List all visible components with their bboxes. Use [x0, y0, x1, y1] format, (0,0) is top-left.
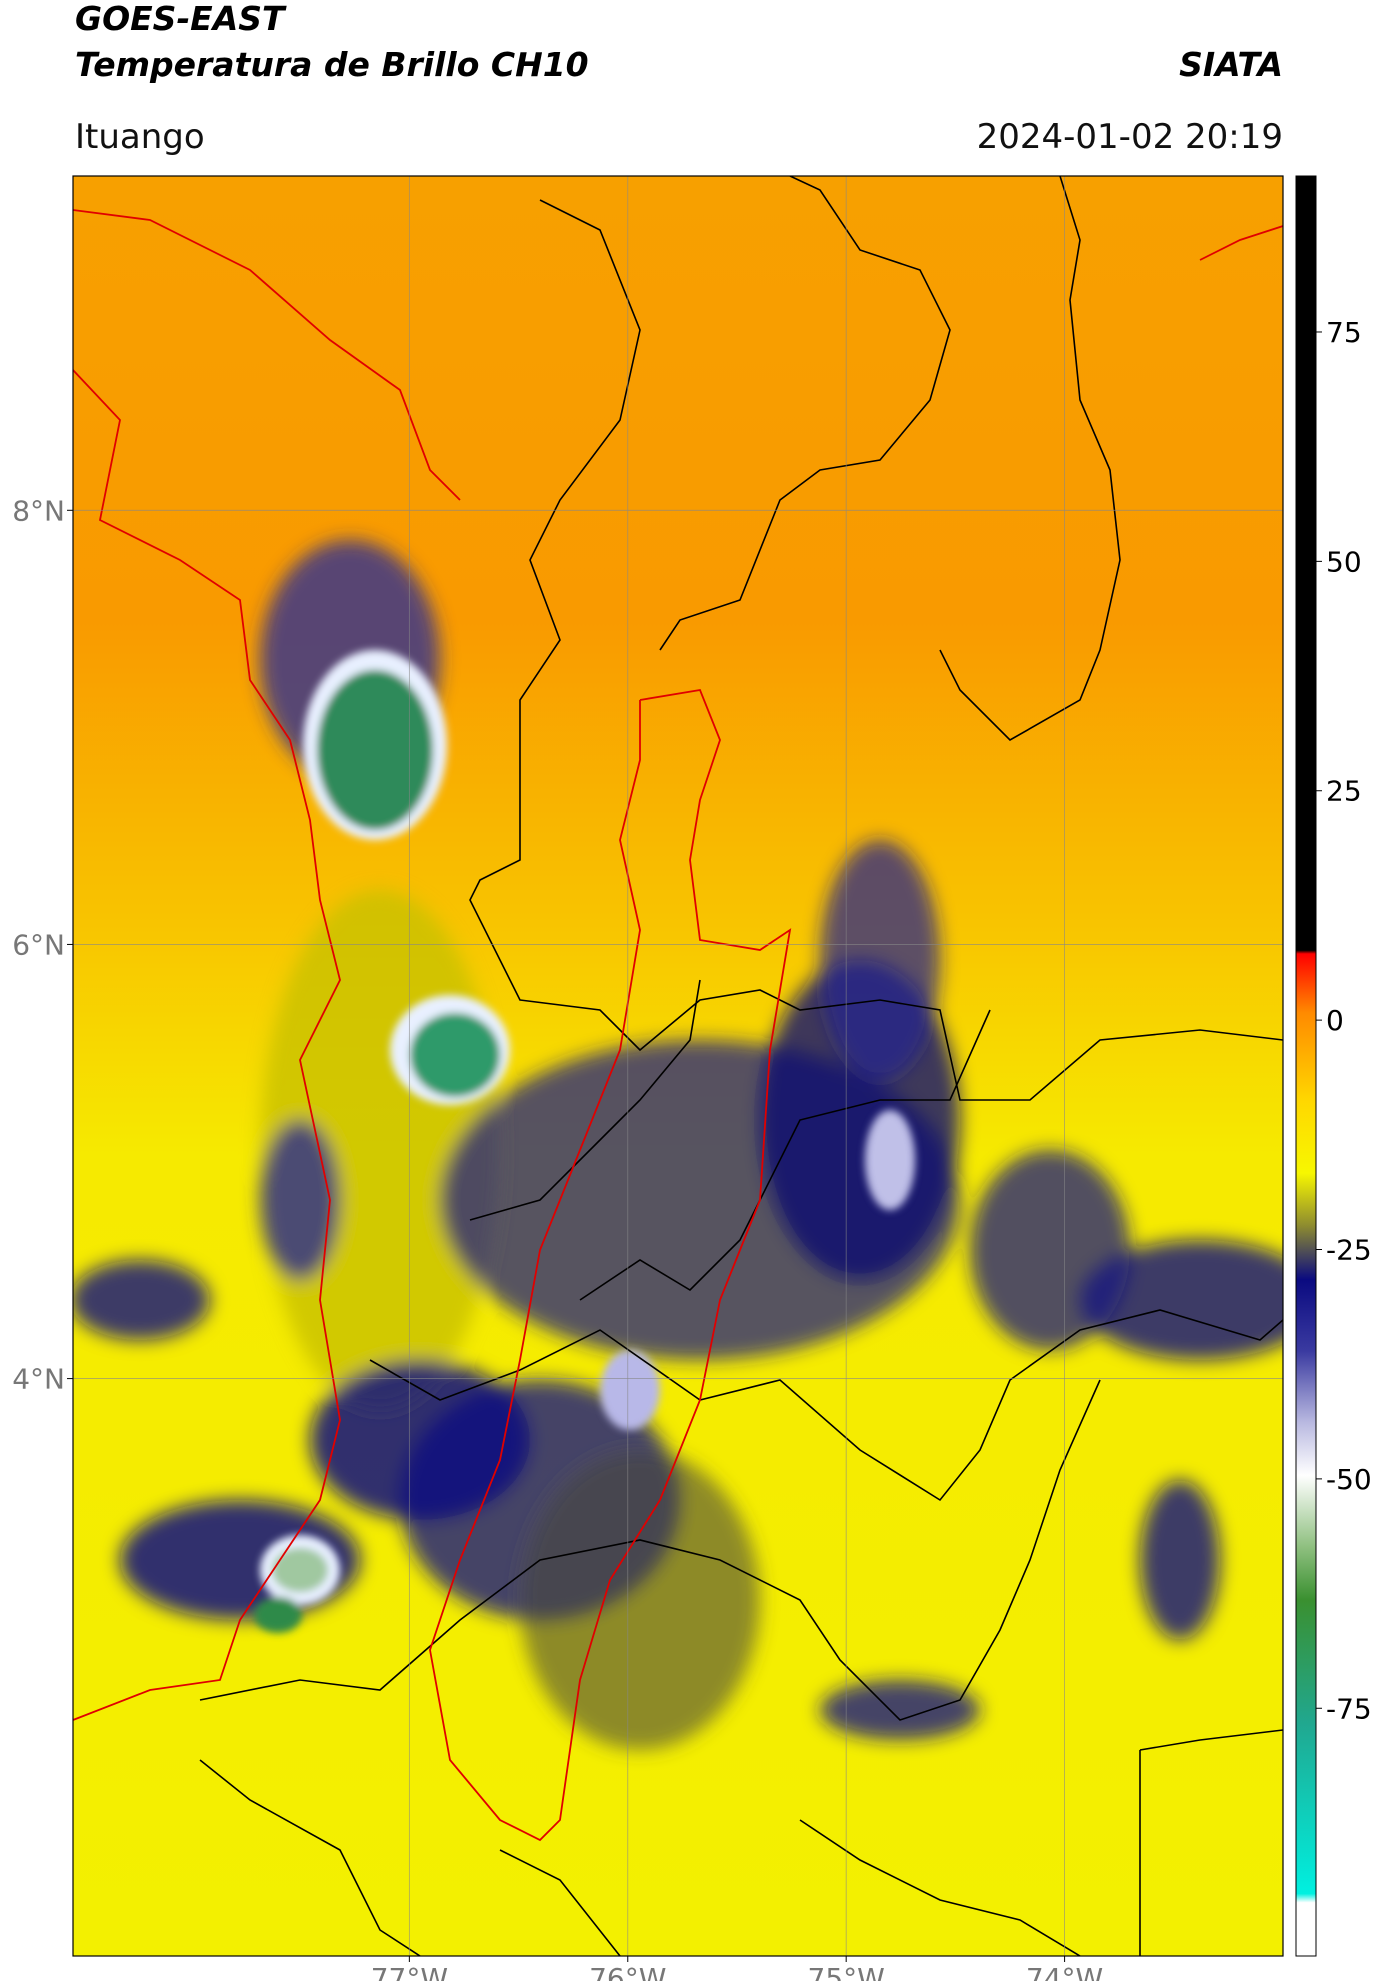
- colorbar-tick-label: -25: [1326, 1234, 1372, 1267]
- colorbar: [1295, 175, 1317, 1957]
- lat-tick-label: 8°N: [12, 494, 65, 527]
- colorbar-tick-label: -50: [1326, 1463, 1372, 1496]
- lon-tick-label: 76°W: [589, 1962, 666, 1981]
- title: GOES-EAST: [75, 0, 287, 38]
- colorbar-tick-label: 0: [1326, 1004, 1344, 1037]
- datetime: 2024-01-02 20:19: [977, 117, 1283, 157]
- cold-cores: [254, 650, 915, 1633]
- cloud-field: [73, 540, 1283, 1750]
- colorbar-tick-label: -75: [1326, 1692, 1372, 1725]
- map-frame: [72, 175, 1284, 1957]
- colorbar-tick-label: 25: [1326, 775, 1362, 808]
- lon-tick-label: 74°W: [1026, 1962, 1103, 1981]
- place: Ituango: [75, 117, 205, 157]
- colorbar-tick-label: 50: [1326, 545, 1362, 578]
- map: [73, 176, 1283, 1956]
- lat-tick-label: 6°N: [12, 928, 65, 961]
- title: Temperatura de Brillo CH10: [75, 45, 589, 84]
- grid: [73, 176, 1283, 1956]
- lon-tick-label: 77°W: [371, 1962, 448, 1981]
- lon-tick-label: 75°W: [808, 1962, 885, 1981]
- coast-and-region: [73, 209, 1283, 1842]
- brand: SIATA: [1179, 45, 1283, 84]
- colorbar-tick-label: 75: [1326, 316, 1362, 349]
- lat-tick-label: 4°N: [12, 1363, 65, 1396]
- borders: [199, 176, 1283, 1956]
